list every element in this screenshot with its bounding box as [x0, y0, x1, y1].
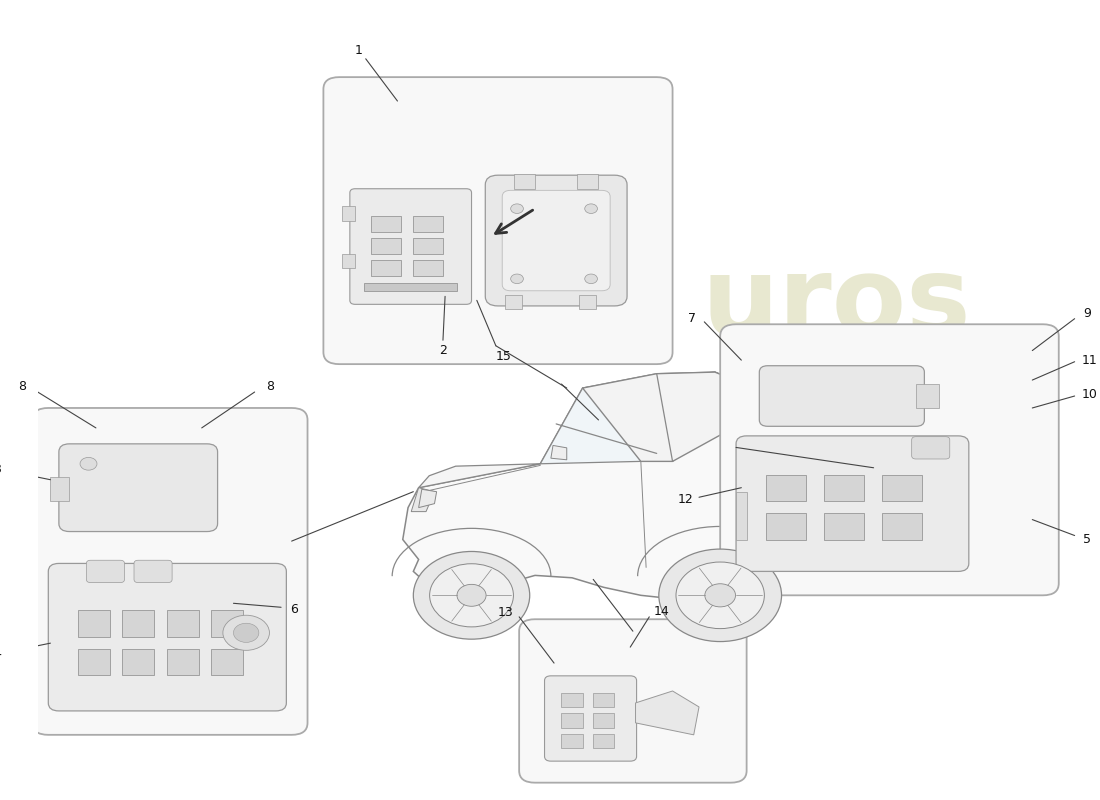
FancyBboxPatch shape: [736, 436, 969, 571]
Circle shape: [233, 623, 258, 642]
Text: 14: 14: [654, 605, 670, 618]
Bar: [78, 610, 110, 637]
Bar: [342, 206, 355, 221]
Bar: [371, 238, 400, 254]
Bar: [211, 649, 243, 675]
Polygon shape: [411, 488, 434, 512]
Text: 4: 4: [0, 647, 1, 660]
Bar: [122, 649, 154, 675]
Circle shape: [659, 549, 781, 642]
FancyBboxPatch shape: [720, 324, 1059, 595]
FancyBboxPatch shape: [912, 437, 949, 459]
Bar: [824, 475, 865, 502]
Bar: [882, 514, 922, 539]
Polygon shape: [403, 372, 879, 599]
Bar: [580, 294, 596, 309]
Bar: [514, 174, 535, 189]
Polygon shape: [540, 374, 657, 464]
Bar: [593, 714, 615, 728]
Bar: [766, 475, 806, 502]
Text: 1: 1: [354, 44, 362, 58]
Bar: [766, 514, 806, 539]
Text: 2: 2: [439, 344, 447, 357]
FancyBboxPatch shape: [48, 563, 286, 711]
FancyBboxPatch shape: [87, 560, 124, 582]
FancyBboxPatch shape: [59, 444, 218, 531]
Circle shape: [456, 584, 486, 606]
Bar: [122, 610, 154, 637]
Bar: [561, 693, 583, 707]
Bar: [414, 261, 443, 277]
Text: 13: 13: [497, 606, 514, 618]
Ellipse shape: [857, 472, 879, 495]
Text: 8: 8: [18, 380, 26, 393]
Bar: [364, 283, 456, 290]
Text: 10: 10: [1081, 388, 1098, 401]
Circle shape: [510, 204, 524, 214]
FancyBboxPatch shape: [544, 676, 637, 761]
Bar: [167, 649, 198, 675]
Polygon shape: [657, 372, 747, 462]
Circle shape: [223, 615, 270, 650]
Polygon shape: [419, 490, 437, 508]
Text: 3: 3: [0, 463, 1, 476]
Text: 11: 11: [1081, 354, 1098, 366]
Bar: [167, 610, 198, 637]
Text: uros: uros: [702, 251, 971, 358]
Text: 12: 12: [678, 493, 693, 506]
Circle shape: [585, 274, 597, 284]
Text: a passion for parts since 1985: a passion for parts since 1985: [710, 457, 974, 558]
Text: parts: parts: [745, 362, 1024, 454]
Bar: [593, 693, 615, 707]
Text: 7: 7: [688, 312, 695, 325]
Text: 6: 6: [289, 603, 298, 616]
Polygon shape: [551, 446, 566, 460]
FancyBboxPatch shape: [350, 189, 472, 304]
FancyBboxPatch shape: [134, 560, 172, 582]
Circle shape: [80, 458, 97, 470]
Circle shape: [414, 551, 530, 639]
Circle shape: [510, 274, 524, 284]
FancyBboxPatch shape: [519, 619, 747, 782]
Circle shape: [676, 562, 764, 629]
Bar: [824, 514, 865, 539]
FancyBboxPatch shape: [759, 366, 924, 426]
FancyBboxPatch shape: [32, 408, 308, 735]
Bar: [578, 174, 598, 189]
Bar: [78, 649, 110, 675]
Bar: [505, 294, 522, 309]
Bar: [916, 384, 939, 408]
Bar: [51, 478, 69, 502]
Text: 15: 15: [495, 350, 512, 362]
Circle shape: [705, 584, 736, 607]
Bar: [342, 254, 355, 269]
Text: 9: 9: [1084, 307, 1091, 320]
FancyBboxPatch shape: [503, 190, 611, 290]
Bar: [882, 475, 922, 502]
Bar: [211, 610, 243, 637]
Bar: [736, 492, 747, 539]
Polygon shape: [636, 691, 698, 735]
FancyBboxPatch shape: [323, 77, 672, 364]
Bar: [414, 216, 443, 232]
Bar: [414, 238, 443, 254]
Bar: [371, 261, 400, 277]
Bar: [561, 714, 583, 728]
Bar: [561, 734, 583, 748]
Bar: [593, 734, 615, 748]
Text: 5: 5: [1084, 533, 1091, 546]
Text: 8: 8: [266, 380, 275, 393]
Polygon shape: [583, 372, 783, 462]
FancyBboxPatch shape: [485, 175, 627, 306]
Circle shape: [430, 564, 514, 627]
Circle shape: [585, 204, 597, 214]
Bar: [371, 216, 400, 232]
Polygon shape: [419, 464, 540, 488]
